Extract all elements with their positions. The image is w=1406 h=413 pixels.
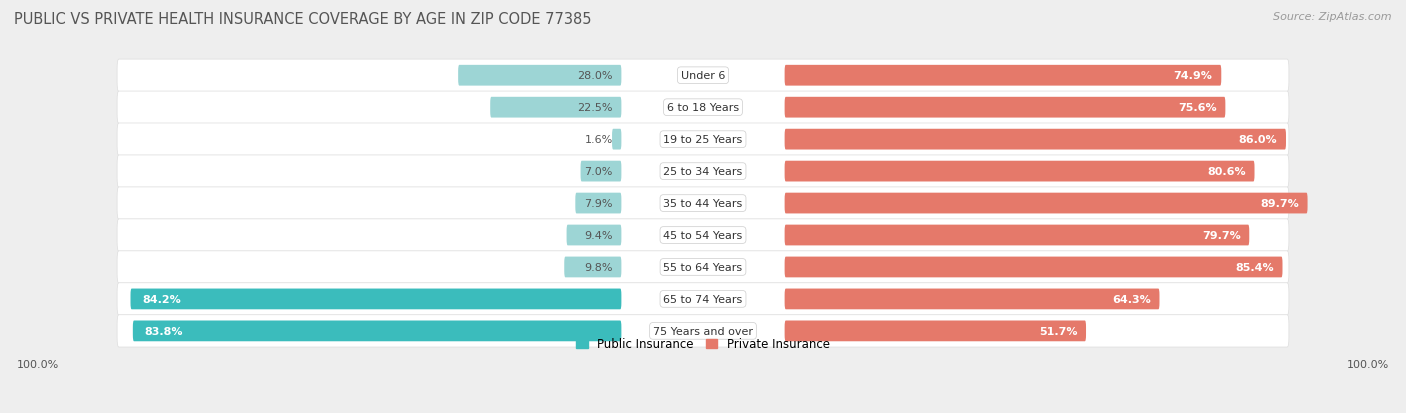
FancyBboxPatch shape xyxy=(458,66,621,86)
FancyBboxPatch shape xyxy=(117,188,1289,220)
FancyBboxPatch shape xyxy=(785,257,1282,278)
FancyBboxPatch shape xyxy=(117,219,1289,252)
FancyBboxPatch shape xyxy=(581,161,621,182)
Text: 1.6%: 1.6% xyxy=(585,135,613,145)
Text: 9.4%: 9.4% xyxy=(583,230,613,240)
Text: 7.9%: 7.9% xyxy=(583,199,613,209)
Text: 85.4%: 85.4% xyxy=(1234,262,1274,272)
Text: Source: ZipAtlas.com: Source: ZipAtlas.com xyxy=(1274,12,1392,22)
FancyBboxPatch shape xyxy=(785,161,1254,182)
Text: 9.8%: 9.8% xyxy=(583,262,613,272)
Text: 74.9%: 74.9% xyxy=(1174,71,1212,81)
Text: 28.0%: 28.0% xyxy=(576,71,613,81)
Text: 7.0%: 7.0% xyxy=(585,167,613,177)
FancyBboxPatch shape xyxy=(132,321,621,342)
FancyBboxPatch shape xyxy=(567,225,621,246)
Text: 79.7%: 79.7% xyxy=(1202,230,1240,240)
FancyBboxPatch shape xyxy=(491,97,621,118)
FancyBboxPatch shape xyxy=(564,257,621,278)
Text: 35 to 44 Years: 35 to 44 Years xyxy=(664,199,742,209)
Text: 84.2%: 84.2% xyxy=(142,294,181,304)
FancyBboxPatch shape xyxy=(117,251,1289,283)
Text: 75.6%: 75.6% xyxy=(1178,103,1216,113)
FancyBboxPatch shape xyxy=(785,66,1222,86)
FancyBboxPatch shape xyxy=(575,193,621,214)
Text: 55 to 64 Years: 55 to 64 Years xyxy=(664,262,742,272)
FancyBboxPatch shape xyxy=(612,129,621,150)
Text: 65 to 74 Years: 65 to 74 Years xyxy=(664,294,742,304)
FancyBboxPatch shape xyxy=(785,129,1286,150)
Text: 64.3%: 64.3% xyxy=(1112,294,1150,304)
Text: PUBLIC VS PRIVATE HEALTH INSURANCE COVERAGE BY AGE IN ZIP CODE 77385: PUBLIC VS PRIVATE HEALTH INSURANCE COVER… xyxy=(14,12,592,27)
FancyBboxPatch shape xyxy=(117,283,1289,315)
FancyBboxPatch shape xyxy=(117,92,1289,124)
Text: 86.0%: 86.0% xyxy=(1239,135,1277,145)
Text: 25 to 34 Years: 25 to 34 Years xyxy=(664,167,742,177)
FancyBboxPatch shape xyxy=(131,289,621,310)
FancyBboxPatch shape xyxy=(785,193,1308,214)
Text: 83.8%: 83.8% xyxy=(145,326,183,336)
FancyBboxPatch shape xyxy=(117,315,1289,347)
FancyBboxPatch shape xyxy=(117,124,1289,156)
FancyBboxPatch shape xyxy=(785,97,1226,118)
FancyBboxPatch shape xyxy=(117,156,1289,188)
Text: 51.7%: 51.7% xyxy=(1039,326,1077,336)
Text: 22.5%: 22.5% xyxy=(576,103,613,113)
Text: 45 to 54 Years: 45 to 54 Years xyxy=(664,230,742,240)
FancyBboxPatch shape xyxy=(117,60,1289,92)
Text: 6 to 18 Years: 6 to 18 Years xyxy=(666,103,740,113)
FancyBboxPatch shape xyxy=(785,321,1085,342)
Text: 19 to 25 Years: 19 to 25 Years xyxy=(664,135,742,145)
Text: 75 Years and over: 75 Years and over xyxy=(652,326,754,336)
Text: Under 6: Under 6 xyxy=(681,71,725,81)
Text: 89.7%: 89.7% xyxy=(1260,199,1299,209)
FancyBboxPatch shape xyxy=(785,225,1250,246)
Legend: Public Insurance, Private Insurance: Public Insurance, Private Insurance xyxy=(571,333,835,355)
FancyBboxPatch shape xyxy=(785,289,1160,310)
Text: 80.6%: 80.6% xyxy=(1208,167,1246,177)
